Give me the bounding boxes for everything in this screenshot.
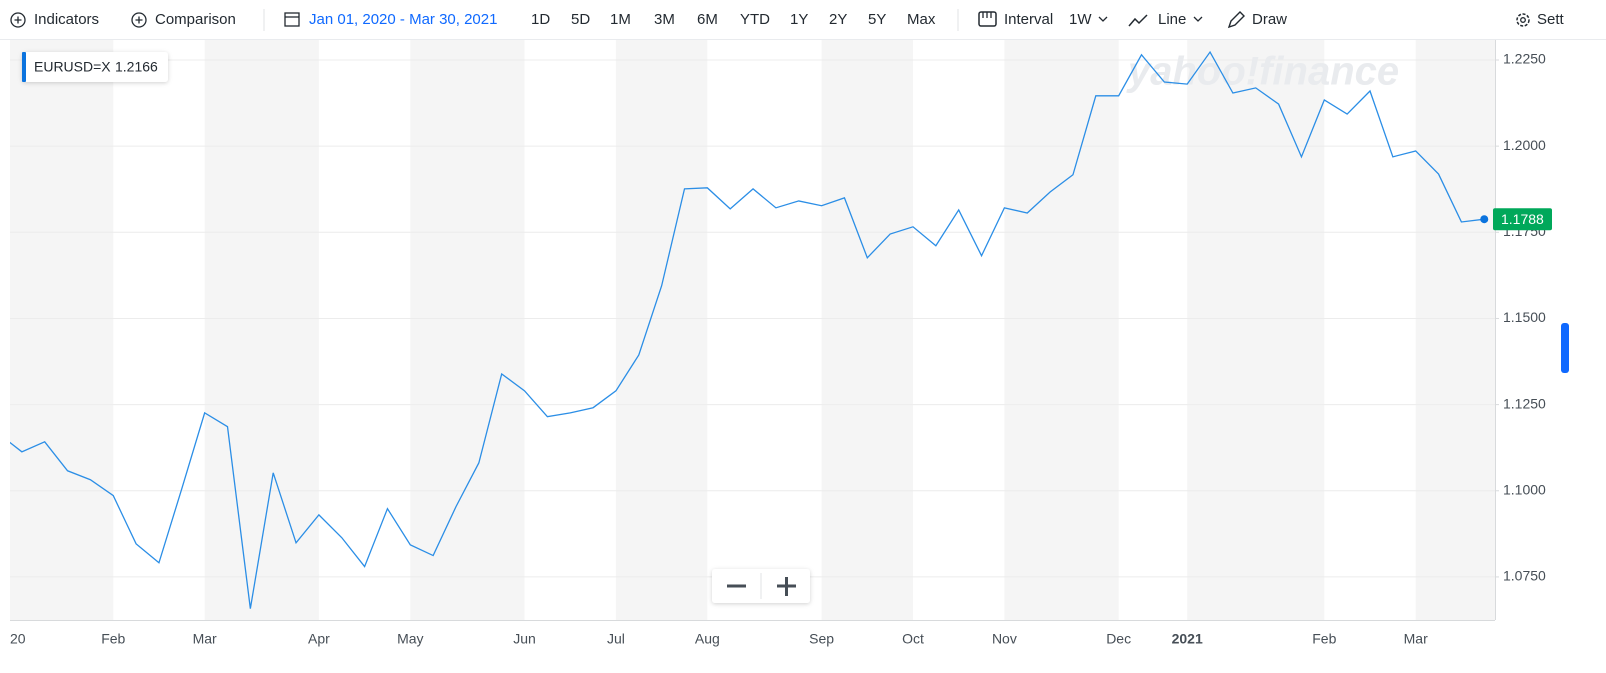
month-bands	[10, 40, 1495, 620]
x-tick-label: Feb	[1312, 631, 1336, 647]
y-tick-label: 1.0750	[1503, 568, 1546, 584]
month-band	[1004, 40, 1119, 620]
month-band	[821, 40, 913, 620]
month-band	[204, 40, 319, 620]
x-tick-label: May	[397, 631, 423, 647]
x-tick-label: Oct	[902, 631, 924, 647]
date-range-label: Jan 01, 2020 - Mar 30, 2021	[309, 11, 497, 28]
plot	[10, 50, 1485, 609]
line-style-button[interactable]: Line	[1128, 11, 1203, 28]
legend-swatch	[22, 52, 26, 82]
date-range-button[interactable]: Jan 01, 2020 - Mar 30, 2021	[284, 11, 497, 28]
indicators-label: Indicators	[34, 11, 99, 28]
legend-value: 1.2166	[115, 59, 158, 75]
range-buttons: 1D 5D 1M 3M 6M YTD 1Y 2Y 5Y Max	[531, 11, 936, 28]
settings-label: Sett	[1537, 11, 1565, 28]
range-button[interactable]: 6M	[697, 11, 718, 28]
interval-value: 1W	[1069, 11, 1092, 28]
month-band	[1415, 40, 1495, 620]
range-button[interactable]: Max	[907, 11, 936, 28]
last-price-label: 1.1788	[1501, 211, 1544, 227]
legend	[22, 52, 168, 82]
range-button[interactable]: 3M	[654, 11, 675, 28]
last-point	[1480, 215, 1489, 224]
x-tick-label: Dec	[1106, 631, 1131, 647]
grid	[10, 59, 1495, 578]
watermark: yahoo!finance	[1126, 50, 1399, 94]
x-tick-label: Mar	[1404, 631, 1428, 647]
legend-box	[22, 52, 168, 82]
x-tick-label: 2021	[1172, 631, 1203, 647]
price-line	[10, 50, 1485, 609]
toolbar: Indicators Comparison Jan 01, 2020 - Mar…	[0, 9, 1606, 40]
chart-style-label: Line	[1158, 11, 1186, 28]
zoom-in-button[interactable]	[777, 577, 796, 596]
y-tick-label: 1.1250	[1503, 395, 1546, 411]
interval-button[interactable]: Interval 1W	[978, 11, 1108, 28]
range-button[interactable]: 1Y	[790, 11, 808, 28]
y-tick-label: 1.2250	[1503, 51, 1546, 67]
x-tick-label: Jul	[607, 631, 625, 647]
x-tick-label: Feb	[101, 631, 125, 647]
x-tick-label: Sep	[809, 631, 834, 647]
x-tick-label: Nov	[992, 631, 1017, 647]
range-button[interactable]: 1M	[610, 11, 631, 28]
side-tab[interactable]	[1561, 323, 1569, 373]
interval-label: Interval	[1004, 11, 1053, 28]
x-tick-label: Mar	[193, 631, 217, 647]
legend-symbol: EURUSD=X	[34, 59, 111, 75]
range-button[interactable]: 5D	[571, 11, 590, 28]
y-tick-label: 1.1000	[1503, 481, 1546, 497]
last-price-badge	[1493, 208, 1552, 231]
settings-button[interactable]: Sett	[1516, 11, 1565, 28]
draw-button[interactable]: Draw	[1227, 11, 1287, 29]
range-button[interactable]: 1D	[531, 11, 550, 28]
x-tick-label: Aug	[695, 631, 720, 647]
range-button[interactable]: 5Y	[868, 11, 886, 28]
x-tick-label: 20	[10, 631, 26, 647]
x-tick-label: Apr	[308, 631, 330, 647]
y-tick-label: 1.2000	[1503, 137, 1546, 153]
y-tick-label: 1.1500	[1503, 309, 1546, 325]
range-button[interactable]: YTD	[740, 11, 770, 28]
month-band	[410, 40, 525, 620]
draw-label: Draw	[1252, 11, 1287, 28]
range-button[interactable]: 2Y	[829, 11, 847, 28]
month-band	[1187, 40, 1325, 620]
month-band	[10, 40, 114, 620]
x-tick-label: Jun	[513, 631, 536, 647]
comparison-button[interactable]: Comparison	[131, 11, 236, 28]
month-band	[615, 40, 708, 620]
indicators-button[interactable]: Indicators	[10, 11, 99, 28]
comparison-label: Comparison	[155, 11, 236, 28]
